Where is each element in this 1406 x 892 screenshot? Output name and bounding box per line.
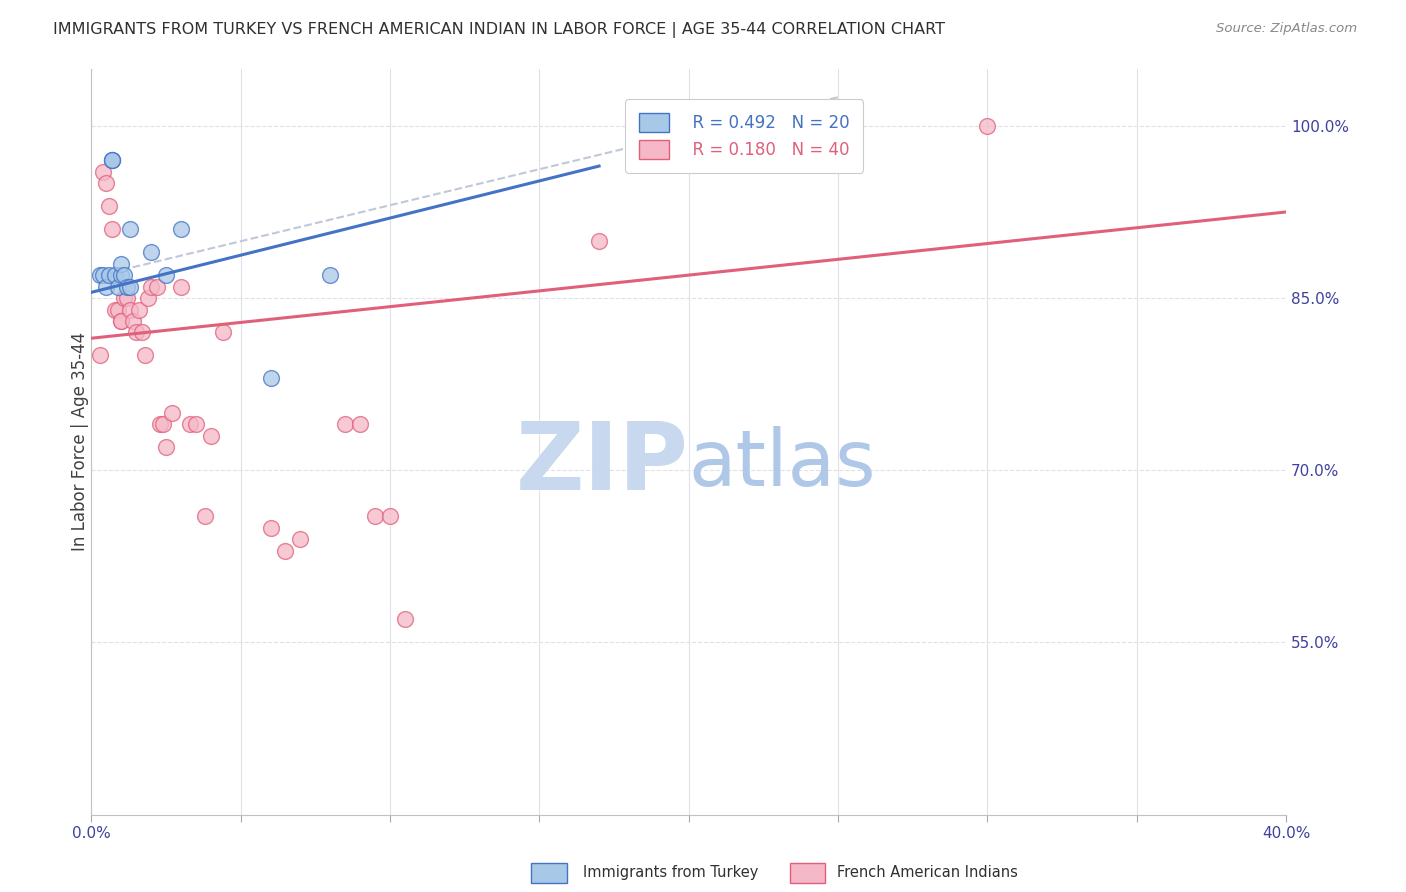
Point — [91, 268, 114, 282]
Text: Immigrants from Turkey: Immigrants from Turkey — [583, 865, 759, 880]
Point — [588, 234, 610, 248]
Point — [122, 314, 145, 328]
Point — [170, 279, 193, 293]
Point — [104, 302, 127, 317]
Text: IMMIGRANTS FROM TURKEY VS FRENCH AMERICAN INDIAN IN LABOR FORCE | AGE 35-44 CORR: IMMIGRANTS FROM TURKEY VS FRENCH AMERICA… — [53, 22, 945, 38]
Text: French American Indians: French American Indians — [837, 865, 1018, 880]
Point — [89, 268, 111, 282]
Point — [259, 371, 281, 385]
Point — [134, 348, 156, 362]
Point — [290, 532, 312, 546]
Point — [101, 153, 124, 168]
Point — [136, 291, 159, 305]
Point — [200, 429, 222, 443]
Point — [101, 153, 124, 168]
Point — [155, 268, 177, 282]
Point — [107, 302, 129, 317]
Point — [112, 268, 135, 282]
Point — [394, 612, 416, 626]
Text: ZIP: ZIP — [516, 417, 689, 510]
Point — [152, 417, 174, 432]
Point — [96, 176, 118, 190]
Point — [128, 302, 150, 317]
Point — [149, 417, 172, 432]
Point — [98, 199, 121, 213]
Point — [155, 440, 177, 454]
Point — [259, 520, 281, 534]
Point — [101, 153, 124, 168]
Point — [146, 279, 169, 293]
Point — [194, 509, 217, 524]
Point — [98, 268, 121, 282]
Point — [110, 314, 132, 328]
Point — [335, 417, 357, 432]
Point — [110, 314, 132, 328]
Point — [107, 279, 129, 293]
Point — [110, 268, 132, 282]
Point — [364, 509, 387, 524]
Text: atlas: atlas — [689, 425, 876, 502]
Point — [115, 279, 138, 293]
Point — [96, 279, 118, 293]
Point — [179, 417, 201, 432]
Point — [131, 326, 153, 340]
Point — [170, 222, 193, 236]
Point — [120, 279, 142, 293]
Legend:   R = 0.492   N = 20,   R = 0.180   N = 40: R = 0.492 N = 20, R = 0.180 N = 40 — [626, 99, 863, 173]
Point — [160, 406, 183, 420]
Point — [110, 257, 132, 271]
Point — [115, 291, 138, 305]
Point — [112, 291, 135, 305]
Point — [274, 543, 297, 558]
Point — [104, 268, 127, 282]
Text: Source: ZipAtlas.com: Source: ZipAtlas.com — [1216, 22, 1357, 36]
Point — [120, 302, 142, 317]
Point — [976, 119, 998, 133]
Point — [120, 222, 142, 236]
Point — [349, 417, 371, 432]
Point — [211, 326, 233, 340]
Point — [319, 268, 342, 282]
Point — [184, 417, 207, 432]
Point — [101, 222, 124, 236]
Point — [139, 245, 162, 260]
Point — [125, 326, 148, 340]
Y-axis label: In Labor Force | Age 35-44: In Labor Force | Age 35-44 — [72, 332, 89, 551]
Point — [91, 165, 114, 179]
Point — [378, 509, 401, 524]
Point — [139, 279, 162, 293]
Point — [89, 348, 111, 362]
